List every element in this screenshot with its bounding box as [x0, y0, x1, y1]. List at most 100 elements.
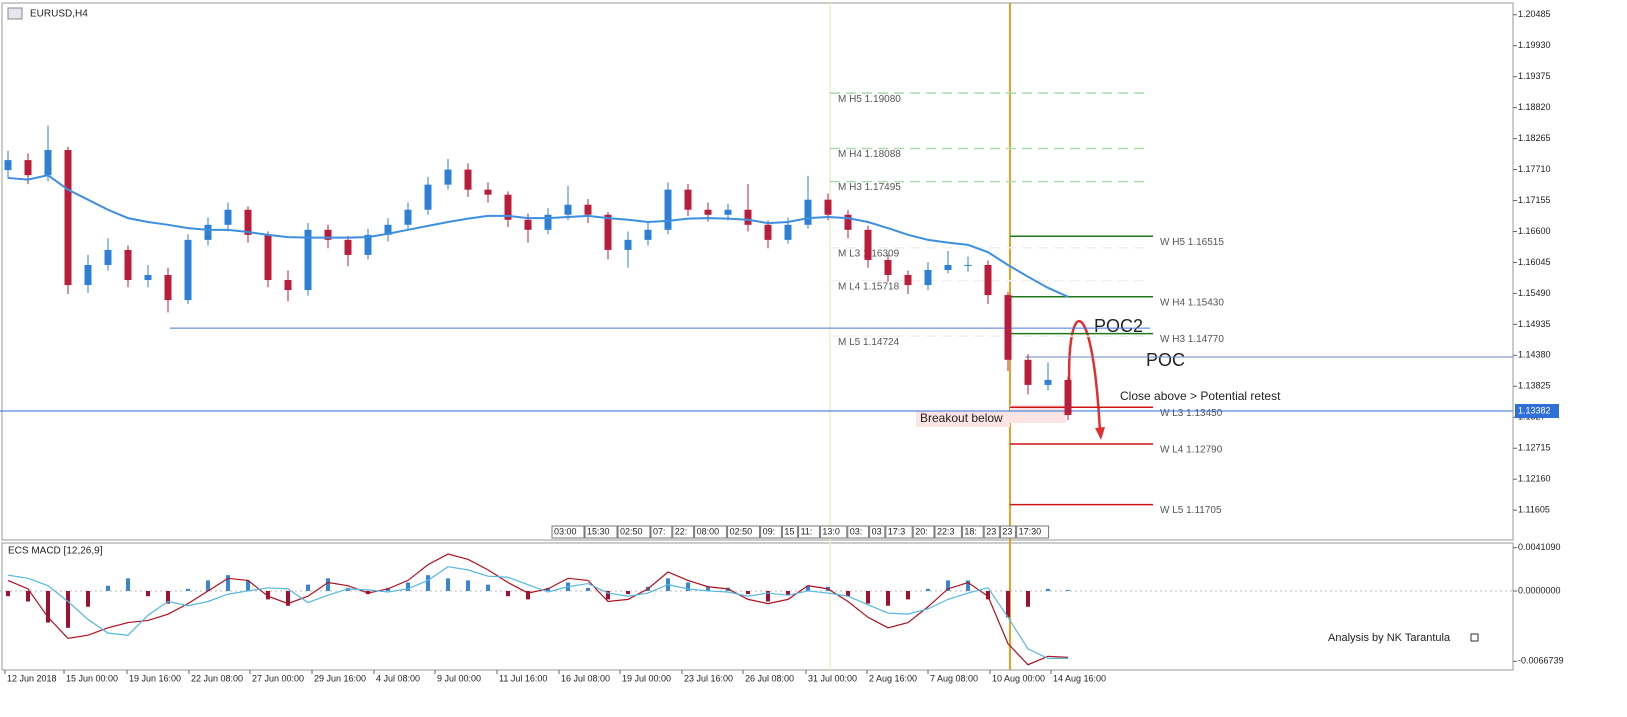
moving-average — [7, 174, 1069, 298]
histogram-bar — [1066, 589, 1070, 591]
histogram-bar — [986, 590, 990, 600]
main-panel — [1, 2, 1514, 541]
histogram-bar — [746, 590, 750, 595]
x-tick-label: 22 Jun 08:00 — [191, 673, 243, 683]
candle-body — [64, 150, 72, 286]
time-marker: 03:00 — [554, 526, 577, 536]
x-tick-label: 26 Jul 08:00 — [745, 673, 794, 683]
candle-body — [764, 224, 772, 240]
time-marker: 15 — [784, 526, 794, 536]
histogram-bar — [846, 590, 850, 597]
time-marker-box — [694, 525, 728, 539]
candle-body — [4, 160, 12, 171]
pivot-label: W H4 1.15430 — [1160, 297, 1224, 308]
candle-body — [504, 194, 512, 220]
candle-body — [964, 264, 972, 266]
candle-body — [724, 209, 732, 215]
y-tick-label: 1.12160 — [1518, 474, 1551, 484]
x-tick-label: 19 Jun 16:00 — [129, 673, 181, 683]
macd-title: ECS MACD [12,26,9] — [8, 546, 103, 557]
candle-body — [1064, 379, 1072, 416]
pivot-label: M H4 1.18088 — [838, 149, 901, 160]
time-marker-box — [672, 525, 695, 539]
candle-body — [844, 214, 852, 230]
candle-body — [544, 214, 552, 230]
time-marker: 15:30 — [587, 526, 610, 536]
time-marker-box — [760, 525, 782, 539]
histogram-bar — [1006, 590, 1010, 618]
histogram-bar — [886, 590, 890, 606]
candle-body — [164, 275, 172, 301]
y-tick-label: 1.15490 — [1518, 288, 1551, 298]
candle-body — [1044, 379, 1052, 385]
candle-body — [44, 150, 52, 176]
candle-body — [744, 209, 752, 225]
candle-body — [444, 169, 452, 185]
time-marker: 02:50 — [730, 526, 753, 536]
pivot-label: M L4 1.15718 — [838, 281, 900, 292]
candle-body — [204, 224, 212, 240]
y-tick-label: 1.14380 — [1518, 350, 1551, 360]
candle-body — [524, 219, 532, 230]
time-marker-box — [885, 525, 913, 539]
candle-body — [104, 249, 112, 265]
time-marker: 18: — [964, 526, 977, 536]
y-tick-label: 1.12715 — [1518, 443, 1551, 453]
candle-body — [624, 239, 632, 250]
histogram-bar — [506, 590, 510, 597]
candle-body — [1004, 295, 1012, 360]
candle-body — [144, 275, 152, 281]
y-tick-label: 1.16600 — [1518, 226, 1551, 236]
time-marker-box — [869, 525, 886, 539]
time-marker: 22:3 — [937, 526, 955, 536]
x-tick-label: 7 Aug 08:00 — [930, 673, 978, 683]
candle-body — [124, 249, 132, 281]
time-marker: 20: — [915, 526, 928, 536]
macd-line — [7, 566, 1068, 660]
candle-body — [264, 234, 272, 281]
candle-body — [404, 209, 412, 225]
candle-body — [384, 224, 392, 235]
y-tick-label: 0.0000000 — [1518, 585, 1561, 595]
histogram-bar — [906, 590, 910, 600]
time-marker: 07: — [653, 526, 666, 536]
y-tick-label: 1.17710 — [1518, 164, 1551, 174]
time-marker: 02:50 — [620, 526, 643, 536]
time-marker: 09: — [763, 526, 776, 536]
histogram-bar — [526, 590, 530, 600]
time-marker: 03 — [872, 526, 882, 536]
price-tag-label: 1.13382 — [1518, 405, 1551, 415]
time-marker: 23 — [986, 526, 996, 536]
time-marker-box — [819, 525, 848, 539]
candle-body — [924, 269, 932, 286]
candle-body — [184, 239, 192, 301]
histogram-bar — [626, 590, 630, 595]
candle-body — [324, 229, 332, 240]
candle-body — [644, 229, 652, 240]
y-tick-label: 1.13825 — [1518, 381, 1551, 391]
y-tick-label: 1.20485 — [1518, 9, 1551, 19]
y-tick-label: -0.0066739 — [1518, 656, 1564, 666]
x-tick-label: 10 Aug 00:00 — [992, 673, 1045, 683]
y-tick-label: 0.0041090 — [1518, 542, 1561, 552]
chart-title: EURUSD,H4 — [30, 9, 88, 20]
candle-body — [224, 209, 232, 225]
candle-body — [604, 214, 612, 250]
time-marker-box — [650, 525, 673, 539]
histogram-bar — [266, 590, 270, 600]
histogram-bar — [486, 584, 490, 591]
candle-body — [944, 264, 952, 270]
time-marker-box — [961, 525, 984, 539]
y-tick-label: 1.19930 — [1518, 40, 1551, 50]
histogram-bar — [26, 590, 30, 602]
time-marker-box — [584, 525, 618, 539]
time-marker-box — [847, 525, 870, 539]
y-tick-label: 1.16045 — [1518, 257, 1551, 267]
y-tick-label: 1.18820 — [1518, 102, 1551, 112]
x-tick-label: 11 Jul 16:00 — [499, 673, 547, 683]
credit-icon — [1470, 633, 1479, 642]
x-tick-label: 4 Jul 08:00 — [376, 673, 420, 683]
price-tag — [1515, 404, 1559, 419]
x-tick-label: 29 Jun 16:00 — [314, 673, 366, 683]
